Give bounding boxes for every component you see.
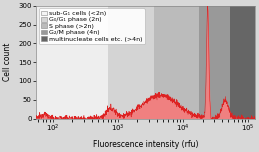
- Bar: [36, 6, 108, 119]
- X-axis label: Fluorescence intensity (rfu): Fluorescence intensity (rfu): [93, 140, 198, 149]
- Bar: [199, 6, 230, 119]
- Bar: [154, 6, 199, 119]
- Bar: [108, 6, 154, 119]
- Y-axis label: Cell count: Cell count: [3, 43, 12, 81]
- Legend: sub-G₁ cells (<2n), G₀/G₁ phase (2n), S phase (>2n), G₂/M phase (4n), multinucle: sub-G₁ cells (<2n), G₀/G₁ phase (2n), S …: [39, 8, 145, 44]
- Bar: [230, 6, 255, 119]
